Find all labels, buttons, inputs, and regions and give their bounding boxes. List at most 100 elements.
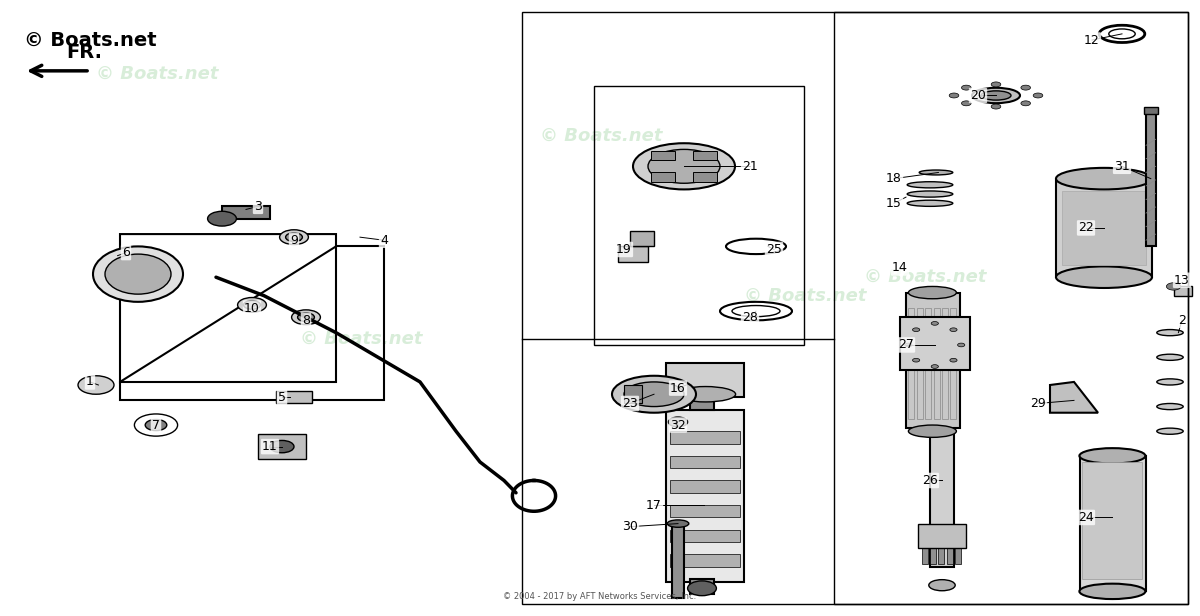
Circle shape (958, 343, 965, 347)
Text: © Boats.net: © Boats.net (300, 330, 422, 348)
Circle shape (286, 233, 302, 241)
Bar (624, 385, 642, 403)
Circle shape (668, 417, 688, 427)
Circle shape (950, 328, 958, 331)
Text: 12: 12 (1084, 33, 1100, 47)
Bar (950, 308, 956, 419)
Text: 5: 5 (278, 391, 286, 404)
Bar (618, 246, 648, 262)
Text: 3: 3 (254, 200, 262, 213)
Bar (666, 410, 744, 582)
Bar (670, 431, 740, 444)
Ellipse shape (1056, 267, 1152, 288)
Ellipse shape (1157, 354, 1183, 360)
Bar (666, 363, 744, 397)
Bar (917, 308, 923, 419)
Text: © Boats.net: © Boats.net (96, 65, 218, 83)
Bar (594, 86, 804, 345)
Circle shape (78, 376, 114, 394)
Circle shape (280, 230, 308, 245)
Ellipse shape (907, 200, 953, 206)
Bar (690, 579, 714, 594)
Ellipse shape (929, 580, 955, 591)
Text: 20: 20 (970, 89, 986, 102)
Bar (938, 548, 944, 564)
Text: 31: 31 (1114, 160, 1130, 173)
Circle shape (1021, 101, 1031, 106)
Ellipse shape (1157, 428, 1183, 434)
Text: 24: 24 (1078, 511, 1094, 524)
Ellipse shape (982, 91, 1010, 100)
Circle shape (688, 581, 716, 596)
Ellipse shape (908, 425, 956, 437)
Bar (672, 524, 684, 598)
Ellipse shape (1056, 168, 1152, 190)
Bar (934, 308, 940, 419)
Text: 32: 32 (670, 418, 686, 432)
Bar (930, 431, 954, 567)
Bar (1174, 286, 1192, 296)
Bar (1062, 191, 1146, 265)
Text: 17: 17 (646, 498, 662, 512)
Bar (670, 554, 740, 567)
Bar (1146, 111, 1156, 246)
Text: 19: 19 (616, 243, 632, 256)
Text: 16: 16 (670, 381, 686, 395)
Bar (670, 530, 740, 542)
Circle shape (270, 440, 294, 453)
Bar (670, 480, 740, 493)
Circle shape (238, 298, 266, 312)
Circle shape (145, 419, 167, 431)
Text: © Boats.net: © Boats.net (24, 31, 157, 50)
Ellipse shape (1080, 448, 1146, 464)
Text: © Boats.net: © Boats.net (864, 268, 986, 286)
Text: 22: 22 (1078, 221, 1094, 235)
Ellipse shape (1157, 379, 1183, 385)
Polygon shape (1050, 382, 1098, 413)
Circle shape (991, 104, 1001, 109)
Bar (942, 308, 948, 419)
Ellipse shape (1157, 330, 1183, 336)
Bar (1080, 456, 1146, 591)
Text: 28: 28 (742, 310, 758, 324)
Ellipse shape (648, 150, 720, 184)
Bar (930, 548, 936, 564)
Bar (694, 150, 718, 160)
Bar (276, 391, 312, 403)
Text: 2: 2 (1178, 314, 1186, 327)
Bar (222, 206, 270, 219)
Text: 29: 29 (1030, 397, 1046, 410)
Circle shape (912, 359, 919, 362)
Bar (670, 505, 740, 517)
Text: 26: 26 (922, 474, 938, 487)
Bar (918, 524, 966, 548)
Bar (650, 172, 674, 182)
Bar (1056, 179, 1152, 277)
Circle shape (1021, 85, 1031, 90)
Bar (690, 373, 714, 410)
Text: 21: 21 (742, 160, 758, 173)
Ellipse shape (972, 88, 1020, 103)
Text: 6: 6 (122, 246, 130, 259)
Ellipse shape (106, 254, 172, 294)
Bar (522, 12, 1188, 604)
Text: 14: 14 (892, 261, 908, 275)
Bar (955, 548, 961, 564)
Circle shape (208, 211, 236, 226)
Ellipse shape (612, 376, 696, 413)
Circle shape (1166, 283, 1181, 290)
Text: 13: 13 (1174, 274, 1190, 287)
Bar (258, 434, 306, 459)
Circle shape (931, 322, 938, 325)
Ellipse shape (624, 382, 684, 407)
Ellipse shape (676, 387, 736, 402)
Circle shape (991, 82, 1001, 87)
Text: 7: 7 (152, 418, 160, 432)
Bar (900, 317, 970, 370)
Circle shape (961, 85, 971, 90)
Text: 30: 30 (622, 520, 638, 533)
Text: 9: 9 (290, 233, 298, 247)
Ellipse shape (634, 144, 734, 190)
Bar (650, 150, 674, 160)
Circle shape (912, 328, 919, 331)
